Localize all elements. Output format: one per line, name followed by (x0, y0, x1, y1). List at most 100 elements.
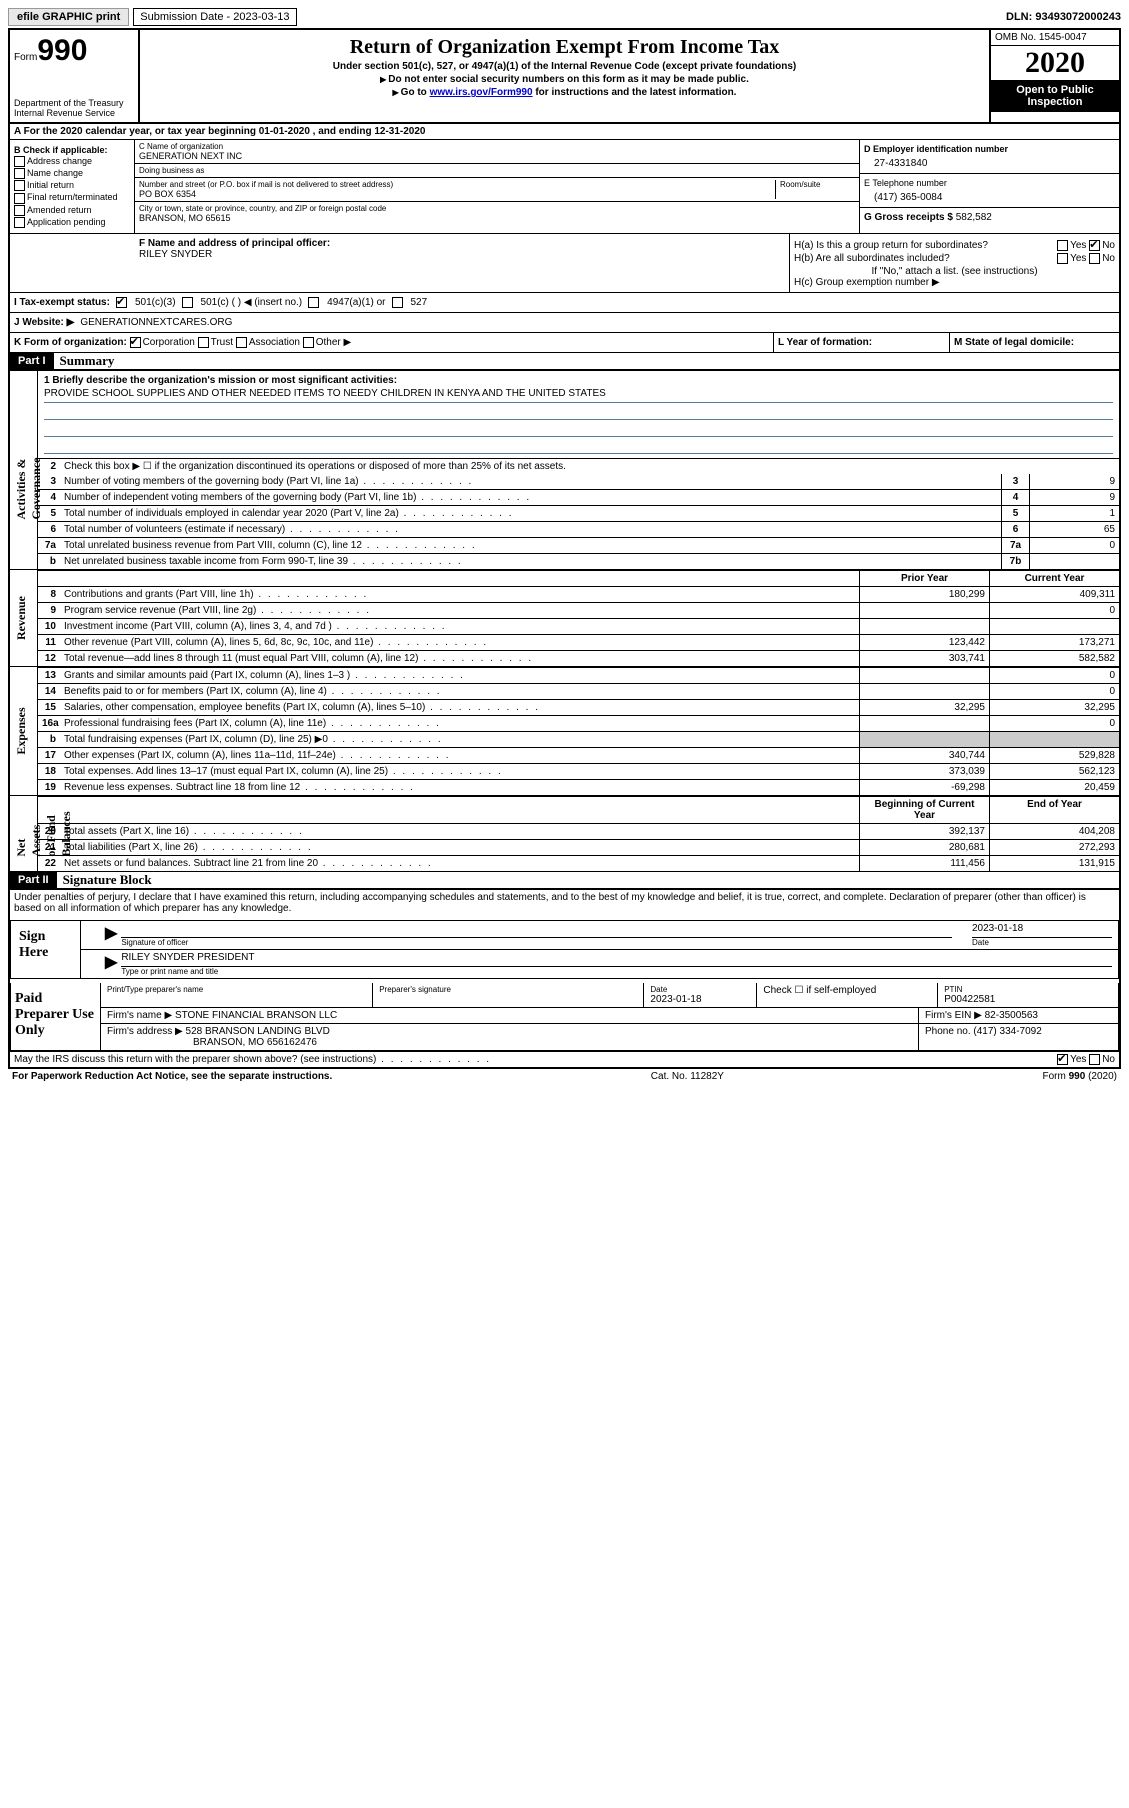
trust-checkbox[interactable] (198, 337, 209, 348)
sidebar-expenses: Expenses (14, 708, 29, 755)
current-year-hdr: Current Year (989, 571, 1119, 586)
form-number: 990 (37, 34, 87, 67)
name-change-checkbox[interactable] (14, 168, 25, 179)
line-box: 7a (1001, 538, 1029, 553)
instruction-line2: Go to www.irs.gov/Form990 for instructio… (144, 87, 985, 98)
firm-name-label: Firm's name ▶ (107, 1010, 172, 1021)
line-val (1029, 554, 1119, 569)
application-pending-checkbox[interactable] (14, 217, 25, 228)
line-val: 9 (1029, 490, 1119, 505)
ptin-value: P00422581 (944, 994, 1112, 1005)
line-num: 6 (38, 522, 60, 537)
sign-date: 2023-01-18 (972, 923, 1112, 938)
initial-return-checkbox[interactable] (14, 180, 25, 191)
other-checkbox[interactable] (303, 337, 314, 348)
ptin-label: PTIN (944, 985, 1112, 994)
line-val: 65 (1029, 522, 1119, 537)
discuss-text: May the IRS discuss this return with the… (14, 1054, 491, 1065)
prep-date-label: Date (650, 985, 750, 994)
open-inspection-badge: Open to Public Inspection (991, 80, 1119, 112)
line-num: 8 (38, 587, 60, 602)
efile-button[interactable]: efile GRAPHIC print (8, 8, 129, 26)
gross-label: G Gross receipts $ (864, 212, 953, 223)
tax-year: 2020 (991, 46, 1119, 80)
line-text: Other expenses (Part IX, column (A), lin… (60, 748, 859, 763)
line-num: 11 (38, 635, 60, 650)
current-year-val (989, 619, 1119, 634)
line-text: Total expenses. Add lines 13–17 (must eq… (60, 764, 859, 779)
line-box: 7b (1001, 554, 1029, 569)
prior-year-val (859, 668, 989, 683)
part1-title: Summary (54, 353, 115, 369)
website-label: J Website: ▶ (14, 317, 74, 328)
tax-exempt-label: I Tax-exempt status: (14, 297, 110, 308)
line-text: Total liabilities (Part X, line 26) (60, 840, 859, 855)
line-num: 16a (38, 716, 60, 731)
line-text: Other revenue (Part VIII, column (A), li… (60, 635, 859, 650)
assoc-checkbox[interactable] (236, 337, 247, 348)
prior-year-val: -69,298 (859, 780, 989, 795)
prior-year-val: 180,299 (859, 587, 989, 602)
firm-name: STONE FINANCIAL BRANSON LLC (175, 1010, 337, 1021)
firm-ein-label: Firm's EIN ▶ (925, 1010, 982, 1021)
tax-year-line: A For the 2020 calendar year, or tax yea… (10, 124, 1119, 140)
current-year-val: 131,915 (989, 856, 1119, 871)
line-text: Number of independent voting members of … (60, 490, 1001, 505)
line-box: 6 (1001, 522, 1029, 537)
line-text: Total number of individuals employed in … (60, 506, 1001, 521)
527-checkbox[interactable] (392, 297, 403, 308)
firm-addr2: BRANSON, MO 656162476 (193, 1037, 317, 1048)
current-year-val: 409,311 (989, 587, 1119, 602)
dln: DLN: 93493072000243 (1006, 11, 1121, 23)
ha-label: H(a) Is this a group return for subordin… (794, 240, 988, 251)
current-year-val: 404,208 (989, 824, 1119, 839)
line-num: 13 (38, 668, 60, 683)
address-change-checkbox[interactable] (14, 156, 25, 167)
line-box: 3 (1001, 474, 1029, 489)
firm-phone: (417) 334-7092 (973, 1026, 1041, 1037)
form-id-block: Form990 Department of the Treasury Inter… (10, 30, 140, 122)
line-text: Program service revenue (Part VIII, line… (60, 603, 859, 618)
preparer-sig-label: Preparer's signature (379, 985, 637, 994)
hb-no-checkbox[interactable] (1089, 253, 1100, 264)
prior-year-val: 303,741 (859, 651, 989, 666)
line-num: 7a (38, 538, 60, 553)
officer-name: RILEY SNYDER PRESIDENT (121, 952, 1112, 967)
ein-value: 27-4331840 (864, 154, 1115, 169)
line-text: Total number of volunteers (estimate if … (60, 522, 1001, 537)
line-val: 1 (1029, 506, 1119, 521)
corp-checkbox[interactable] (130, 337, 141, 348)
4947-checkbox[interactable] (308, 297, 319, 308)
prior-year-val: 392,137 (859, 824, 989, 839)
current-year-val: 272,293 (989, 840, 1119, 855)
prior-year-val: 111,456 (859, 856, 989, 871)
sign-here-label: Sign Here (11, 921, 81, 978)
end-year-hdr: End of Year (989, 797, 1119, 823)
mission-label: 1 Briefly describe the organization's mi… (44, 375, 1113, 386)
line-num: 12 (38, 651, 60, 666)
sidebar-netassets: Net Assets or Fund Balances (14, 811, 74, 856)
discuss-yes-checkbox[interactable] (1057, 1054, 1068, 1065)
prior-year-val: 32,295 (859, 700, 989, 715)
paperwork-notice: For Paperwork Reduction Act Notice, see … (12, 1071, 332, 1082)
ha-yes-checkbox[interactable] (1057, 240, 1068, 251)
amended-return-checkbox[interactable] (14, 205, 25, 216)
501c3-checkbox[interactable] (116, 297, 127, 308)
instruction-line1: Do not enter social security numbers on … (144, 74, 985, 85)
ein-label: D Employer identification number (864, 144, 1115, 154)
line-text: Benefits paid to or for members (Part IX… (60, 684, 859, 699)
omb-number: OMB No. 1545-0047 (991, 30, 1119, 46)
type-name-label: Type or print name and title (121, 967, 1112, 976)
sign-arrow-icon: ▶ (101, 923, 121, 947)
discuss-no-checkbox[interactable] (1089, 1054, 1100, 1065)
sign-date-label: Date (972, 938, 1112, 947)
current-year-val (989, 732, 1119, 747)
current-year-val: 20,459 (989, 780, 1119, 795)
501c-checkbox[interactable] (182, 297, 193, 308)
final-return-checkbox[interactable] (14, 193, 25, 204)
ha-no-checkbox[interactable] (1089, 240, 1100, 251)
form990-link[interactable]: www.irs.gov/Form990 (430, 87, 533, 98)
current-year-val: 173,271 (989, 635, 1119, 650)
dba-label: Doing business as (139, 166, 855, 175)
hb-yes-checkbox[interactable] (1057, 253, 1068, 264)
